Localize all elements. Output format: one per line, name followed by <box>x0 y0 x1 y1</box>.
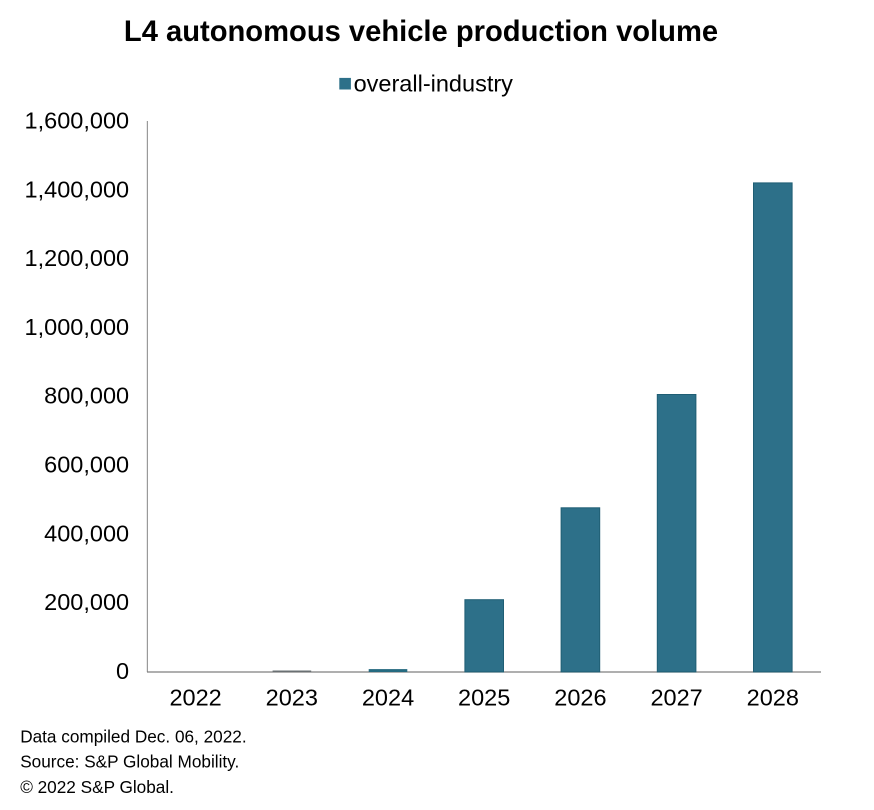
svg-text:0: 0 <box>116 658 129 684</box>
svg-text:© 2022 S&P Global.: © 2022 S&P Global. <box>20 777 174 797</box>
svg-text:200,000: 200,000 <box>44 589 129 615</box>
svg-text:2024: 2024 <box>362 685 414 711</box>
svg-text:2026: 2026 <box>554 685 606 711</box>
svg-text:1,000,000: 1,000,000 <box>25 314 130 340</box>
svg-text:2022: 2022 <box>169 685 221 711</box>
svg-text:overall-industry: overall-industry <box>354 70 514 96</box>
svg-text:Source: S&P Global Mobility.: Source: S&P Global Mobility. <box>20 751 239 771</box>
svg-text:1,400,000: 1,400,000 <box>25 176 130 202</box>
svg-text:Data compiled Dec. 06, 2022.: Data compiled Dec. 06, 2022. <box>20 727 246 747</box>
svg-text:L4 autonomous vehicle producti: L4 autonomous vehicle production volume <box>124 16 718 48</box>
svg-text:2025: 2025 <box>458 685 510 711</box>
svg-text:1,600,000: 1,600,000 <box>25 108 130 134</box>
svg-text:2028: 2028 <box>747 685 799 711</box>
svg-text:800,000: 800,000 <box>44 383 129 409</box>
svg-text:1,200,000: 1,200,000 <box>25 245 130 271</box>
svg-text:2027: 2027 <box>650 685 702 711</box>
svg-text:600,000: 600,000 <box>44 452 129 478</box>
svg-text:400,000: 400,000 <box>44 520 129 546</box>
svg-text:2023: 2023 <box>266 685 318 711</box>
